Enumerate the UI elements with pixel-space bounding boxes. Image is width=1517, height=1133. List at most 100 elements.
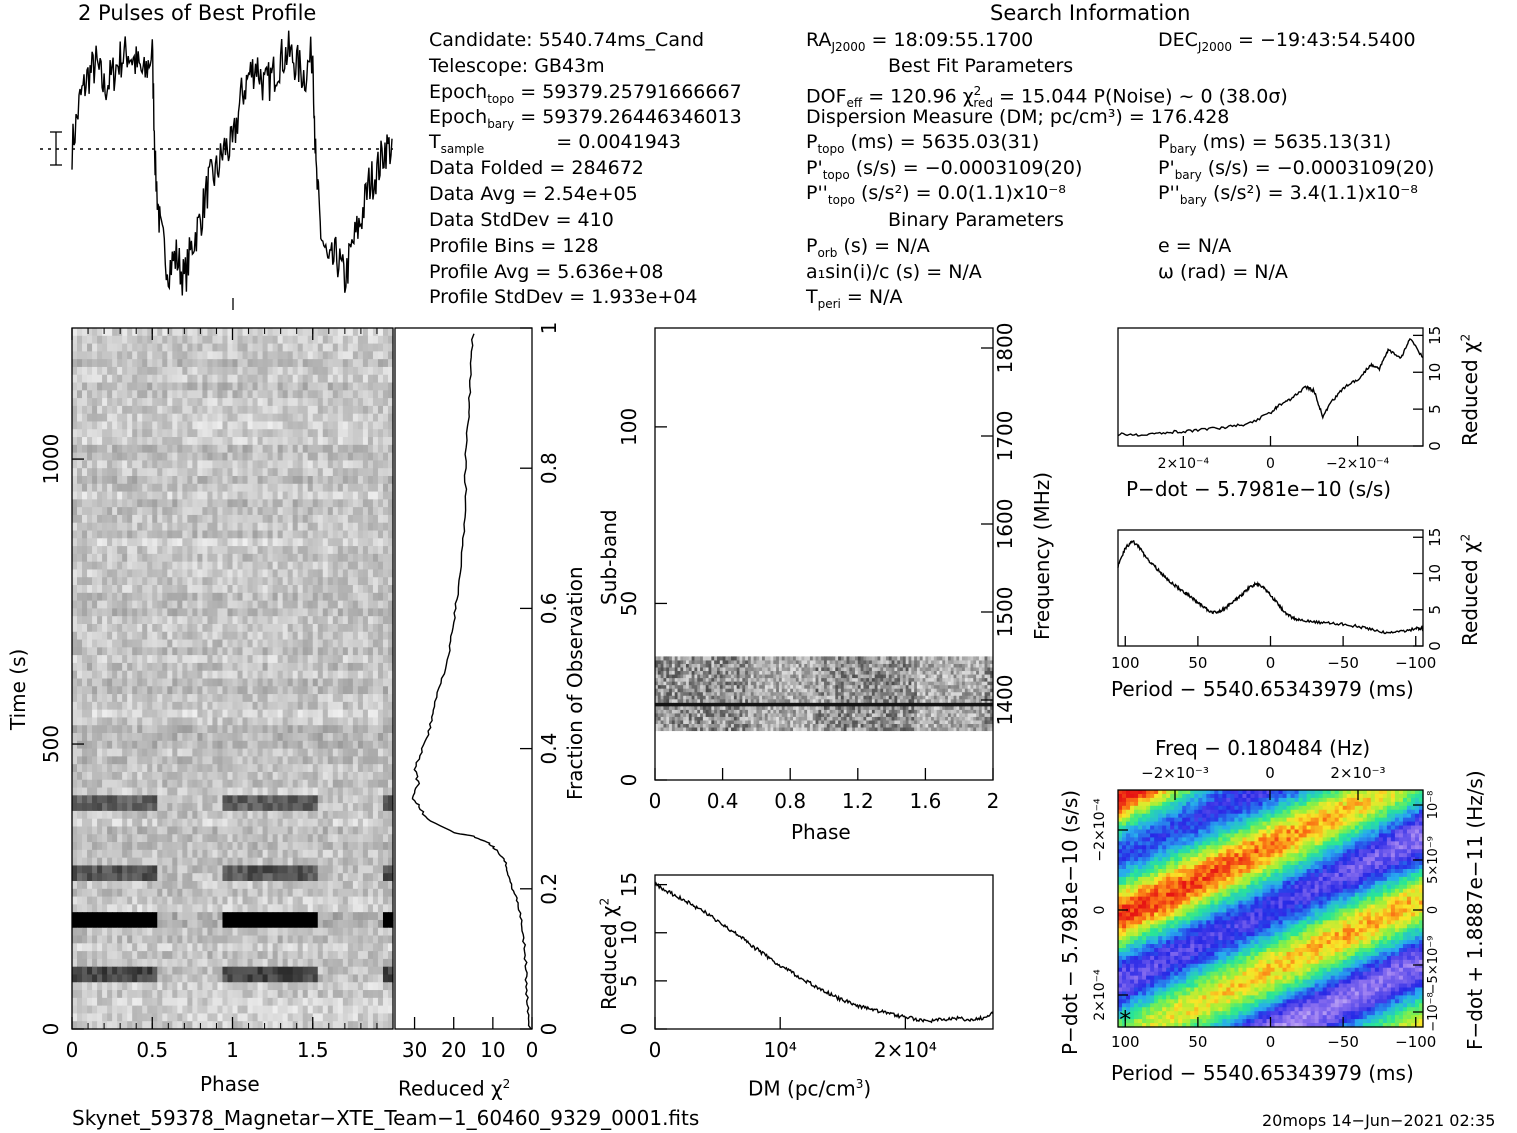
time-phase-cell — [132, 873, 138, 882]
time-phase-cell — [312, 639, 319, 648]
time-phase-cell — [277, 600, 284, 609]
time-phase-cell — [252, 553, 259, 563]
time-phase-cell — [167, 733, 173, 742]
time-phase-cell — [217, 764, 224, 773]
time-phase-cell — [262, 444, 269, 454]
time-phase-cell — [287, 413, 294, 423]
time-phase-cell — [237, 694, 244, 703]
time-phase-cell — [162, 787, 168, 796]
time-phase-cell — [187, 623, 193, 633]
time-phase-cell — [377, 546, 384, 555]
time-phase-cell — [297, 522, 304, 532]
time-phase-cell — [132, 546, 138, 555]
time-phase-cell — [232, 919, 239, 929]
time-phase-cell — [342, 701, 349, 711]
time-phase-cell — [122, 748, 128, 757]
time-phase-cell — [112, 366, 118, 376]
time-phase-cell — [82, 771, 88, 781]
time-phase-cell — [172, 733, 178, 742]
time-phase-cell — [92, 335, 98, 345]
time-phase-cell — [212, 826, 219, 835]
time-phase-cell — [227, 561, 234, 571]
time-phase-cell — [77, 421, 83, 430]
time-phase-cell — [367, 670, 374, 680]
time-phase-cell — [142, 631, 148, 641]
time-phase-cell — [242, 585, 249, 594]
time-phase-cell — [137, 483, 143, 493]
time-phase-cell — [167, 694, 173, 703]
time-phase-cell — [257, 662, 264, 672]
time-phase-cell — [72, 343, 78, 352]
time-phase-cell — [342, 849, 349, 859]
time-phase-cell — [377, 865, 384, 874]
time-phase-cell — [72, 733, 78, 742]
time-phase-cell — [132, 592, 138, 602]
time-phase-cell — [192, 865, 198, 874]
time-phase-cell — [72, 647, 78, 656]
time-phase-cell — [277, 678, 284, 687]
time-phase-cell — [142, 429, 148, 438]
time-phase-cell — [282, 491, 289, 500]
time-phase-cell — [342, 803, 349, 812]
time-phase-cell — [277, 818, 284, 828]
time-phase-cell — [367, 639, 374, 648]
time-phase-cell — [277, 585, 284, 594]
time-phase-cell — [322, 335, 329, 345]
time-phase-cell — [307, 678, 314, 687]
time-phase-cell — [342, 787, 349, 796]
time-phase-cell — [77, 382, 83, 391]
time-phase-cell — [377, 896, 384, 905]
time-phase-cell — [317, 795, 324, 804]
time-phase-cell — [227, 639, 234, 648]
time-phase-cell — [72, 585, 78, 594]
time-phase-cell — [382, 616, 389, 625]
time-phase-cell — [382, 608, 389, 617]
time-phase-cell — [372, 842, 379, 851]
time-phase-cell — [342, 647, 349, 656]
time-phase-cell — [147, 779, 153, 789]
time-phase-cell — [322, 585, 329, 594]
time-phase-cell — [112, 608, 118, 617]
time-phase-cell — [317, 546, 324, 555]
time-phase-cell — [162, 553, 168, 563]
time-phase-cell — [72, 468, 78, 477]
time-phase-cell — [377, 514, 384, 524]
time-phase-cell — [137, 896, 143, 905]
time-phase-cell — [292, 655, 299, 664]
time-phase-cell — [207, 585, 214, 594]
time-phase-cell — [342, 896, 349, 905]
time-phase-cell — [77, 444, 83, 454]
time-phase-cell — [272, 787, 279, 796]
time-phase-cell — [377, 398, 384, 407]
time-phase-cell — [137, 382, 143, 391]
time-phase-cell — [142, 608, 148, 617]
time-phase-cell — [297, 483, 304, 493]
time-phase-cell — [347, 740, 354, 750]
time-phase-cell — [307, 803, 314, 812]
time-phase-cell — [117, 756, 123, 765]
time-phase-cell — [222, 475, 229, 485]
time-phase-cell — [352, 818, 359, 828]
time-phase-cell — [242, 569, 249, 578]
time-phase-cell — [82, 616, 88, 625]
time-phase-cell — [372, 733, 379, 742]
time-phase-cell — [362, 475, 369, 485]
time-phase-cell — [107, 865, 113, 874]
time-phase-cell — [132, 764, 138, 773]
time-phase-cell — [102, 927, 108, 937]
time-phase-cell — [372, 507, 379, 516]
time-phase-cell — [377, 405, 384, 415]
time-phase-cell — [127, 764, 133, 773]
time-phase-cell — [342, 826, 349, 835]
time-phase-cell — [272, 662, 279, 672]
time-phase-cell — [192, 421, 198, 430]
time-phase-cell — [252, 756, 259, 765]
time-phase-cell — [192, 756, 198, 765]
time-phase-cell — [247, 631, 254, 641]
time-phase-cell — [377, 585, 384, 594]
time-phase-cell — [192, 888, 198, 898]
time-phase-cell — [322, 873, 329, 882]
time-phase-cell — [217, 842, 224, 851]
time-phase-cell — [322, 421, 329, 430]
time-phase-cell — [302, 849, 309, 859]
